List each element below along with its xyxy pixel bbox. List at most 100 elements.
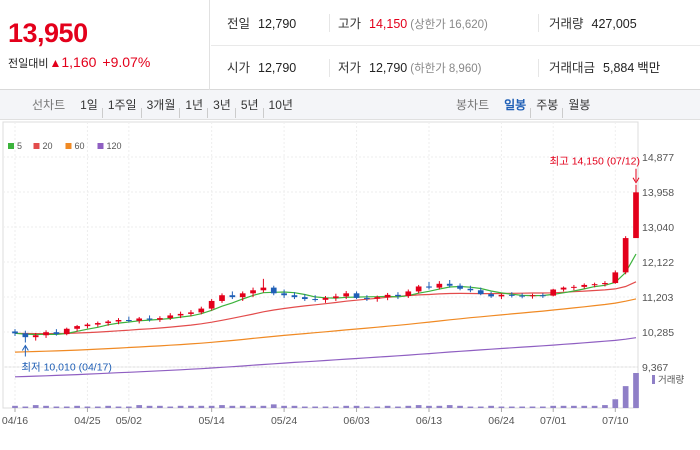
candle-body <box>436 283 443 288</box>
period-weekly[interactable]: 주봉 <box>531 98 563 112</box>
volume-bar <box>208 405 215 408</box>
candle <box>105 320 111 326</box>
x-tick-label: 07/10 <box>602 415 628 427</box>
candle-body <box>84 324 91 327</box>
period-monthly[interactable]: 월봉 <box>563 98 595 112</box>
candle-body <box>136 318 143 321</box>
candle <box>32 332 39 341</box>
volume-bar <box>467 406 474 408</box>
volume-bar <box>167 406 174 408</box>
candle <box>239 291 246 301</box>
candle <box>146 315 153 322</box>
change-percent: +9.07% <box>102 54 151 70</box>
candle-chart-label: 봉차트 <box>456 98 490 112</box>
candle-body <box>540 295 546 297</box>
x-tick-label: 05/02 <box>116 415 142 427</box>
legend-swatch <box>97 143 104 149</box>
volume-bar <box>446 405 453 408</box>
period-5y[interactable]: 5년 <box>236 98 264 112</box>
stat-note: (하한가 <box>410 63 446 75</box>
candle-body <box>364 297 370 299</box>
candle <box>22 330 29 343</box>
volume-bar <box>560 405 567 408</box>
volume-bar <box>498 406 505 408</box>
volume-bar <box>146 405 153 408</box>
candle-body <box>167 315 174 319</box>
candle-body <box>312 299 318 301</box>
y-tick-label: 13,040 <box>642 222 674 234</box>
candle-body <box>384 294 391 298</box>
volume-bar <box>270 404 277 408</box>
volume-bar <box>519 406 525 408</box>
candle <box>167 313 174 321</box>
candle <box>157 316 163 322</box>
stat-unit: 백만 <box>637 61 661 75</box>
volume-bar <box>374 406 381 408</box>
candle-body <box>115 320 122 322</box>
price-chart: 14,877 13,958 13,040 12,122 11,203 10,285 9,36… <box>0 121 700 450</box>
ma60-line <box>14 298 637 353</box>
y-tick-label: 14,877 <box>642 152 674 164</box>
period-3y[interactable]: 3년 <box>208 98 236 112</box>
y-tick-label: 10,285 <box>642 327 674 339</box>
candle <box>477 287 484 296</box>
volume-bar <box>32 405 39 408</box>
stat-value: 12,790 <box>258 61 297 75</box>
candle-body <box>602 283 608 285</box>
period-1y[interactable]: 1년 <box>180 98 208 112</box>
candle-body <box>94 323 101 325</box>
candle-body <box>426 286 432 288</box>
volume-bar <box>260 405 267 408</box>
candle-body <box>353 293 360 298</box>
volume-bar <box>157 405 163 408</box>
volume-bar <box>343 405 350 408</box>
volume-bar <box>43 405 49 408</box>
candle-body <box>415 286 422 292</box>
period-daily[interactable]: 일봉 <box>504 98 527 112</box>
period-3m[interactable]: 3개월 <box>142 98 181 112</box>
candle <box>270 285 277 296</box>
candle <box>84 323 91 329</box>
stat-label: 거래량 <box>549 17 584 31</box>
candle <box>353 291 360 300</box>
candle-body <box>550 289 557 296</box>
candle <box>312 295 318 302</box>
candle-body <box>498 294 505 297</box>
volume-bar <box>353 405 360 408</box>
candle <box>343 291 350 300</box>
stat-high: 고가 14,150 (상한가 16,620) <box>338 2 488 46</box>
candle-body <box>198 308 205 313</box>
stat-note: 8,960) <box>448 63 482 75</box>
period-10y[interactable]: 10년 <box>264 98 298 112</box>
period-1w[interactable]: 1주일 <box>103 98 142 112</box>
candle <box>519 293 525 299</box>
candle <box>291 292 298 300</box>
period-1d[interactable]: 1일 <box>80 98 98 112</box>
volume-bar <box>84 406 91 408</box>
volume-bar <box>529 406 536 408</box>
stat-note: 16,620) <box>448 19 488 31</box>
candle <box>529 293 536 299</box>
volume-bar <box>188 405 194 408</box>
volume-bar <box>622 386 629 408</box>
candle-body <box>612 272 619 284</box>
stat-prev-close: 전일 12,790 <box>227 2 296 46</box>
stat-trade-value: 거래대금 5,884 백만 <box>549 46 660 90</box>
candle-body <box>405 291 412 296</box>
candle <box>126 316 132 323</box>
candle <box>188 310 194 317</box>
ma120-line <box>14 337 637 378</box>
candle-body <box>177 313 184 316</box>
up-triangle-icon: ▲ <box>49 56 62 70</box>
candle-body <box>229 295 236 298</box>
candle-body <box>343 293 350 297</box>
candle-body <box>157 318 163 320</box>
candle <box>540 293 546 298</box>
current-price: 13,950 <box>8 18 88 48</box>
stat-label: 전일 <box>227 17 251 31</box>
candle <box>322 295 329 303</box>
volume-bar <box>333 406 339 408</box>
candle-body <box>457 285 463 289</box>
x-tick-label: 05/14 <box>199 415 225 427</box>
candle <box>550 288 557 297</box>
